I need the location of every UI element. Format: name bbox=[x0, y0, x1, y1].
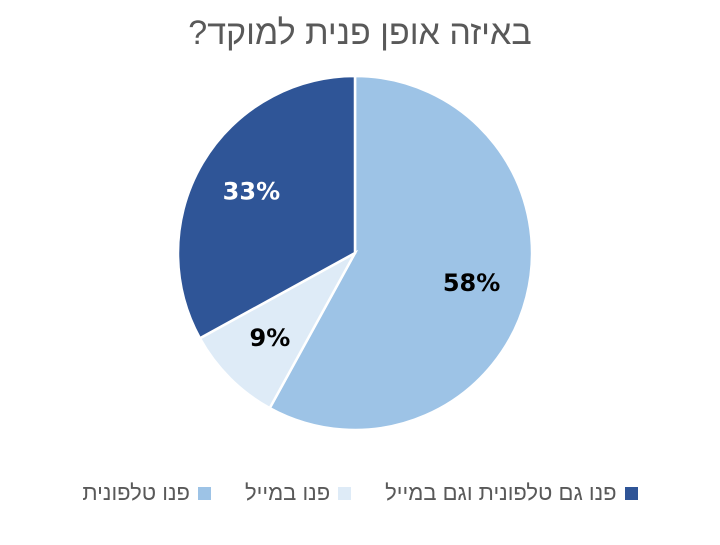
legend-label-both: פנו גם טלפונית וגם במייל bbox=[385, 480, 617, 505]
legend-swatch-both bbox=[624, 486, 638, 500]
pie-slices bbox=[176, 74, 534, 432]
pie-slice-both bbox=[176, 74, 357, 340]
legend-swatch-phone bbox=[197, 486, 211, 500]
chart-title: באיזה אופן פנית למוקד? bbox=[188, 14, 532, 52]
data-label-phone: 58% bbox=[443, 269, 500, 297]
legend: פנו טלפונית פנו במייל פנו גם טלפונית וגם… bbox=[0, 480, 720, 506]
data-label-both: 33% bbox=[223, 178, 280, 206]
legend-item-phone: פנו טלפונית bbox=[82, 480, 211, 506]
pie-slice-phone bbox=[268, 74, 534, 432]
data-label-email: 9% bbox=[250, 324, 291, 352]
legend-swatch-email bbox=[338, 486, 352, 500]
pie-slice-email bbox=[198, 249, 359, 410]
legend-item-email: פנו במייל bbox=[244, 480, 352, 506]
pie-chart: 58% 9% 33% bbox=[176, 74, 534, 432]
legend-label-phone: פנו טלפונית bbox=[82, 480, 190, 505]
pie-data-labels: 58% 9% 33% bbox=[223, 178, 501, 352]
legend-label-email: פנו במייל bbox=[244, 480, 331, 505]
legend-item-both: פנו גם טלפונית וגם במייל bbox=[385, 480, 638, 506]
